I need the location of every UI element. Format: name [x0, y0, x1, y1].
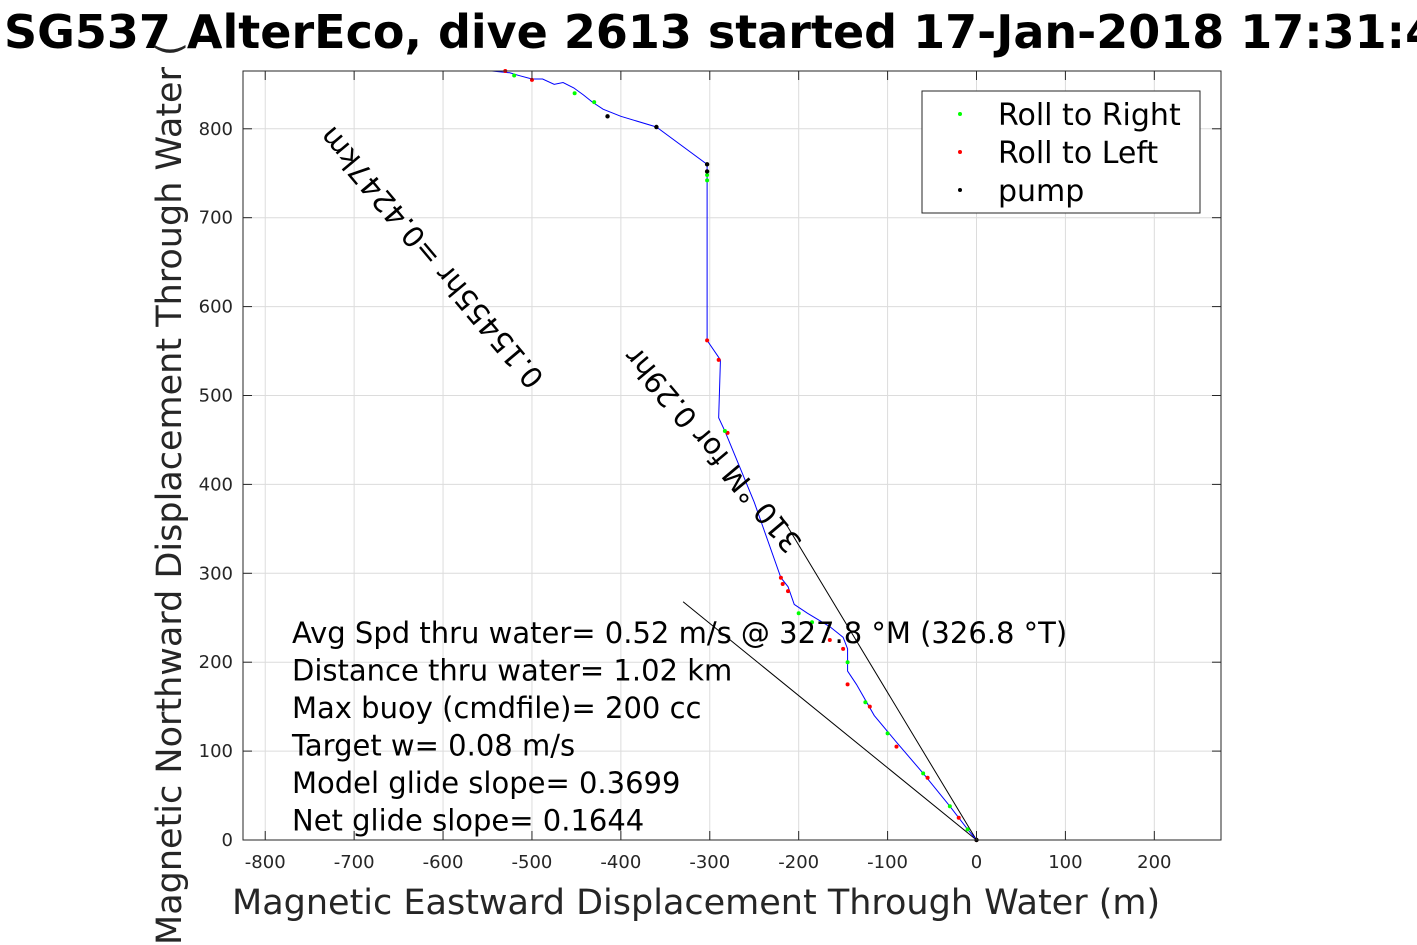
roll-right-point: [965, 827, 970, 832]
roll-left-point: [894, 744, 899, 749]
marker-layer: [503, 69, 979, 843]
legend-entry-label: Roll to Left: [998, 136, 1158, 171]
x-tick-label: 100: [1048, 852, 1082, 873]
x-tick-label: -300: [689, 852, 730, 873]
y-tick-label: 600: [199, 297, 233, 318]
track-layer: [491, 70, 977, 841]
annotation-line: Distance thru water= 1.02 km: [292, 654, 732, 688]
y-tick-label: 700: [199, 208, 233, 229]
x-tick-label: 200: [1137, 852, 1171, 873]
pump-point: [605, 114, 610, 119]
x-tick-label: -100: [867, 852, 908, 873]
chart-title: SG537 AlterEco, dive 2613 started 17-Jan…: [4, 5, 1417, 59]
legend-marker: [958, 188, 962, 192]
annotation-line: Model glide slope= 0.3699: [292, 766, 680, 800]
annotation-line: Net glide slope= 0.1644: [292, 804, 644, 838]
x-tick-label: -400: [600, 852, 641, 873]
roll-right-point: [512, 73, 517, 78]
roll-left-point: [705, 338, 710, 343]
roll-right-point: [705, 173, 710, 178]
plot-frame: [242, 70, 1222, 841]
reference-line: [682, 601, 977, 841]
annotation-line: Target w= 0.08 m/s: [291, 729, 575, 763]
roll-right-point: [810, 620, 815, 625]
legend-entry-label: Roll to Right: [998, 98, 1181, 133]
legend-entry-label: pump: [998, 174, 1084, 209]
y-tick-label: 200: [199, 652, 233, 673]
reference-lines: [682, 515, 977, 841]
y-tick-label: 300: [199, 563, 233, 584]
pump-point: [704, 162, 710, 167]
roll-left-point: [786, 589, 791, 594]
roll-right-point: [947, 804, 952, 809]
x-tick-label: -600: [423, 852, 464, 873]
pump-point: [654, 124, 659, 130]
y-tick-label: 800: [199, 119, 233, 140]
roll-left-point: [827, 637, 832, 642]
x-tick-label: -800: [245, 852, 286, 873]
roll-right-point: [572, 91, 577, 96]
roll-left-point: [841, 646, 846, 651]
annotation-line: Avg Spd thru water= 0.52 m/s @ 327.8 °M …: [292, 616, 1067, 650]
roll-left-point: [716, 357, 721, 362]
y-axis-label: Magnetic Northward Displacement Through …: [150, 42, 190, 945]
roll-right-point: [722, 429, 727, 434]
roll-right-point: [863, 700, 868, 705]
roll-right-point: [921, 771, 926, 776]
y-tick-label: 500: [199, 385, 233, 406]
ticks: -800 -700 -600 -500 -400 -300 -200 -100 0 100 200 0…: [199, 71, 1221, 873]
x-tick-label: -700: [334, 852, 375, 873]
x-axis-label: Magnetic Eastward Displacement Through W…: [232, 883, 1160, 923]
roll-right-point: [796, 611, 801, 616]
legend-marker: [958, 150, 962, 154]
roll-left-point: [845, 682, 850, 687]
roll-right-point: [705, 178, 710, 183]
roll-left-point: [780, 581, 785, 586]
annotation-line: Max buoy (cmdfile)= 200 cc: [292, 691, 701, 725]
roll-left-point: [925, 775, 930, 780]
y-tick-label: 0: [222, 830, 233, 851]
pump-point: [704, 169, 710, 174]
x-tick-label: -500: [512, 852, 553, 873]
y-tick-label: 400: [199, 474, 233, 495]
legend-marker: [958, 112, 962, 116]
y-tick-label: 100: [199, 741, 233, 762]
series-track: [491, 70, 977, 841]
roll-left-point: [867, 704, 872, 709]
x-tick-label: 0: [971, 852, 982, 873]
roll-right-point: [885, 731, 890, 736]
annotation-block: Avg Spd thru water= 0.52 m/s @ 327.8 °M …: [291, 616, 1067, 838]
x-tick-label: -200: [778, 852, 819, 873]
roll-right-point: [845, 660, 850, 665]
reference-line: [780, 515, 977, 841]
roll-right-point: [592, 100, 597, 105]
legend-box: [921, 90, 1201, 214]
roll-left-point: [778, 575, 783, 580]
roll-left-point: [956, 815, 961, 820]
